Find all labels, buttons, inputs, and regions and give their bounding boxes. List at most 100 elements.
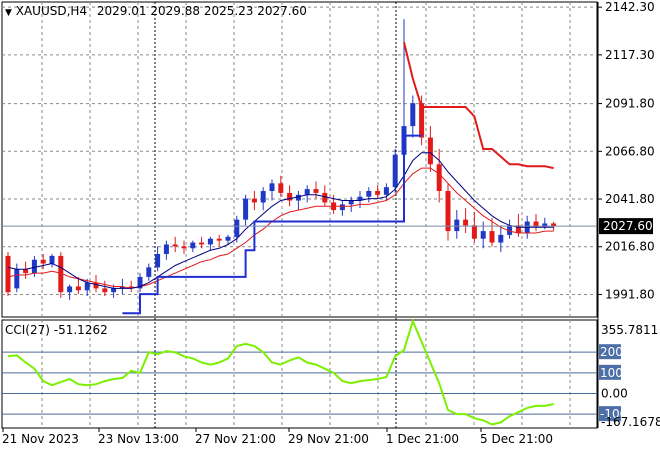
candle-body	[163, 244, 169, 254]
candle-body	[23, 269, 29, 274]
price-tick-label: 2066.80	[605, 144, 655, 158]
candle-body	[287, 192, 293, 201]
cci-level-badge	[599, 406, 621, 422]
cci-subchart: 355.7811 200 100 0.00 -100-167.1678	[2, 318, 660, 429]
time-tick-label: 1 Dec 21:00	[386, 432, 459, 446]
cci-level-label: 100	[600, 366, 623, 380]
collapse-triangle-icon[interactable]: ▼	[5, 8, 12, 18]
candle-body	[542, 223, 548, 228]
cci-tick-label: 0.00	[601, 386, 628, 400]
candle-body	[225, 236, 231, 241]
candle-body	[67, 286, 73, 293]
candle-body	[419, 103, 425, 138]
candle-body	[410, 103, 416, 127]
candle-body	[75, 286, 81, 291]
current-price-label: 2027.60	[603, 219, 653, 233]
candle-body	[392, 154, 398, 188]
session-markers	[154, 2, 397, 428]
candle-body	[49, 255, 55, 264]
candle-body	[40, 259, 46, 264]
candle-body	[551, 223, 557, 227]
candle-body	[278, 183, 284, 193]
price-tick-label: 2016.80	[605, 240, 655, 254]
price-tick-label: 2041.80	[605, 192, 655, 206]
candle-body	[304, 189, 310, 195]
candle-body	[137, 276, 143, 289]
candle-body	[498, 234, 504, 243]
candle-body	[471, 225, 477, 239]
candle-body	[489, 231, 495, 243]
cci-label: CCI(27)	[5, 323, 50, 337]
candle-body	[128, 286, 134, 289]
candle-body	[295, 194, 301, 201]
cci-panel-border	[1, 319, 598, 429]
candle-body	[507, 225, 513, 235]
candle-body	[102, 288, 108, 293]
candle-body	[251, 198, 257, 203]
time-tick-label: 27 Nov 21:00	[195, 432, 276, 446]
candle-body	[5, 255, 11, 293]
trailing-stop-line	[403, 41, 554, 170]
cci-level-label: 200	[600, 345, 623, 359]
time-tick-label: 21 Nov 2023	[2, 432, 79, 446]
candle-body	[190, 242, 196, 249]
candle-body	[445, 191, 451, 232]
low-value: 2025.23	[203, 4, 254, 18]
candle-body	[348, 200, 354, 205]
symbol-label: XAUUSD,H4	[15, 4, 88, 18]
candle-body	[181, 246, 187, 249]
candle-body	[436, 164, 442, 191]
candle-body	[84, 282, 90, 291]
cci-tick-label: 355.7811	[601, 323, 658, 337]
candle-body	[207, 238, 213, 245]
open-value: 2029.01	[96, 4, 147, 18]
price-panel-border	[1, 1, 598, 318]
cci-tick-label: -167.1678	[601, 415, 660, 429]
cci-value: -51.1262	[53, 323, 108, 337]
candle-body	[269, 183, 275, 191]
price-tick-label: 1991.80	[605, 287, 655, 301]
price-tick-label: 2117.30	[605, 48, 655, 62]
candle-body	[339, 204, 345, 211]
cci-level-label: -100	[600, 407, 627, 421]
candle-body	[234, 219, 240, 237]
candle-body	[375, 191, 381, 195]
time-tick-label: 5 Dec 21:00	[480, 432, 553, 446]
candle-body	[427, 137, 433, 165]
cci-level-badge	[599, 344, 621, 360]
candle-body	[14, 269, 20, 289]
candle-body	[111, 288, 117, 293]
candle-body	[155, 254, 161, 268]
cci-header: CCI(27) -51.1262	[5, 323, 108, 337]
close-value: 2027.60	[257, 4, 307, 18]
price-axis[interactable]: 2142.30 2117.30 2091.80 2066.80 2041.80 2016.…	[597, 0, 655, 428]
candle-body	[454, 219, 460, 232]
candle-body	[533, 221, 539, 228]
indicator-lines	[2, 41, 597, 315]
price-grid	[2, 2, 597, 428]
moving-average-slow-line	[7, 167, 554, 289]
candle-body	[515, 225, 521, 233]
candle-body	[93, 282, 99, 289]
candle-body	[463, 219, 469, 226]
candle-body	[322, 192, 328, 203]
candle-body	[216, 238, 222, 241]
candle-body	[383, 187, 389, 195]
price-tick-label: 2142.30	[605, 0, 655, 14]
time-axis[interactable]: 21 Nov 2023 23 Nov 13:00 27 Nov 21:00 29 No…	[2, 428, 553, 446]
candle-body	[313, 189, 319, 193]
time-tick-label: 29 Nov 21:00	[288, 432, 369, 446]
cci-level-badge	[599, 364, 621, 380]
current-price-badge[interactable]	[599, 218, 653, 235]
high-value: 2029.88	[150, 4, 200, 18]
price-tick-label: 2091.80	[605, 97, 655, 111]
candle-body	[119, 286, 125, 289]
trend-step-line	[122, 134, 422, 315]
candle-body	[366, 191, 372, 197]
candle-body	[31, 259, 37, 274]
candle-body	[172, 244, 178, 247]
candle-body	[199, 242, 205, 245]
candle-body	[58, 255, 64, 293]
candle-body	[146, 267, 152, 277]
